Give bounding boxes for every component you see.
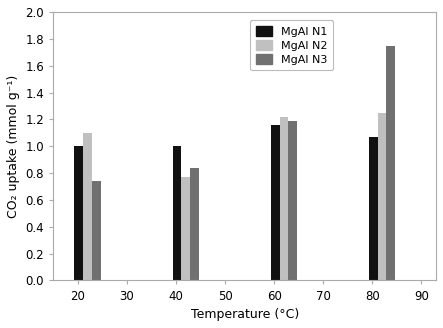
X-axis label: Temperature (°C): Temperature (°C)	[190, 308, 299, 321]
Legend: MgAl N1, MgAl N2, MgAl N3: MgAl N1, MgAl N2, MgAl N3	[250, 20, 334, 70]
Bar	[377, 113, 386, 280]
Bar	[92, 181, 101, 280]
Bar	[271, 125, 280, 280]
Bar	[83, 133, 92, 280]
Bar	[288, 121, 297, 280]
Bar	[190, 168, 199, 280]
Bar	[386, 46, 395, 280]
Y-axis label: CO₂ uptake (mmol g⁻¹): CO₂ uptake (mmol g⁻¹)	[7, 74, 20, 218]
Bar	[181, 177, 190, 280]
Bar	[74, 146, 83, 280]
Bar	[280, 117, 288, 280]
Bar	[369, 137, 377, 280]
Bar	[172, 146, 181, 280]
